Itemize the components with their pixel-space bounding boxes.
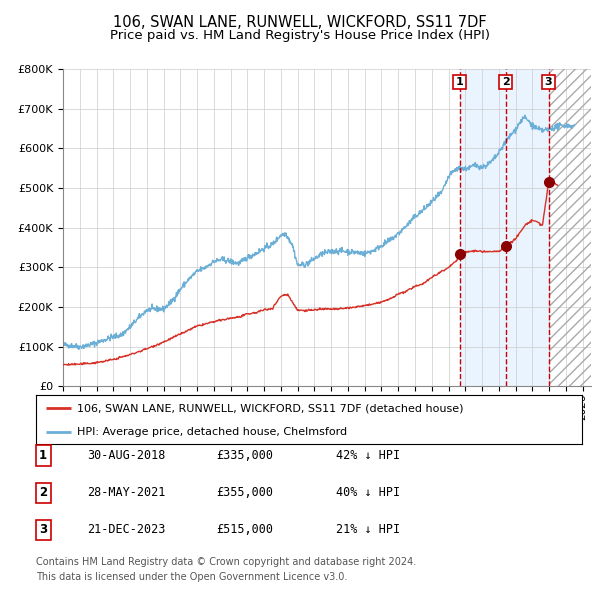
Text: 42% ↓ HPI: 42% ↓ HPI	[336, 449, 400, 462]
Text: 2: 2	[39, 486, 47, 499]
Text: 106, SWAN LANE, RUNWELL, WICKFORD, SS11 7DF (detached house): 106, SWAN LANE, RUNWELL, WICKFORD, SS11 …	[77, 404, 463, 414]
Text: £335,000: £335,000	[216, 449, 273, 462]
Text: 30-AUG-2018: 30-AUG-2018	[87, 449, 166, 462]
Text: 2: 2	[502, 77, 509, 87]
Text: 3: 3	[545, 77, 553, 87]
Text: £355,000: £355,000	[216, 486, 273, 499]
Bar	[548, 69, 591, 386]
Text: 1: 1	[456, 77, 463, 87]
Text: Price paid vs. HM Land Registry's House Price Index (HPI): Price paid vs. HM Land Registry's House …	[110, 30, 490, 42]
Text: Contains HM Land Registry data © Crown copyright and database right 2024.: Contains HM Land Registry data © Crown c…	[36, 557, 416, 566]
Text: 21-DEC-2023: 21-DEC-2023	[87, 523, 166, 536]
Text: £515,000: £515,000	[216, 523, 273, 536]
Text: 3: 3	[39, 523, 47, 536]
Text: HPI: Average price, detached house, Chelmsford: HPI: Average price, detached house, Chel…	[77, 427, 347, 437]
Text: 28-MAY-2021: 28-MAY-2021	[87, 486, 166, 499]
Text: 1: 1	[39, 449, 47, 462]
Text: 21% ↓ HPI: 21% ↓ HPI	[336, 523, 400, 536]
Text: This data is licensed under the Open Government Licence v3.0.: This data is licensed under the Open Gov…	[36, 572, 347, 582]
Bar	[460, 69, 548, 386]
Text: 40% ↓ HPI: 40% ↓ HPI	[336, 486, 400, 499]
Text: 106, SWAN LANE, RUNWELL, WICKFORD, SS11 7DF: 106, SWAN LANE, RUNWELL, WICKFORD, SS11 …	[113, 15, 487, 30]
